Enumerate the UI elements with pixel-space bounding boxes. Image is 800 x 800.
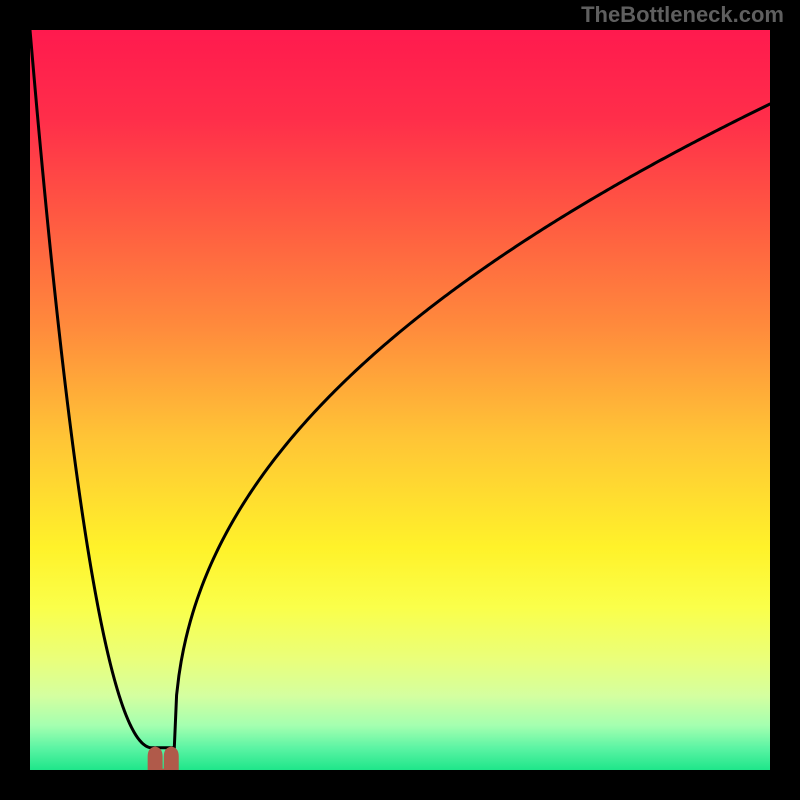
watermark-text: TheBottleneck.com (581, 2, 784, 28)
dip-marker-right (164, 746, 179, 770)
gradient-background (30, 30, 770, 770)
dip-marker-left (148, 746, 163, 770)
chart-container: TheBottleneck.com (0, 0, 800, 800)
bottleneck-plot (30, 30, 770, 770)
